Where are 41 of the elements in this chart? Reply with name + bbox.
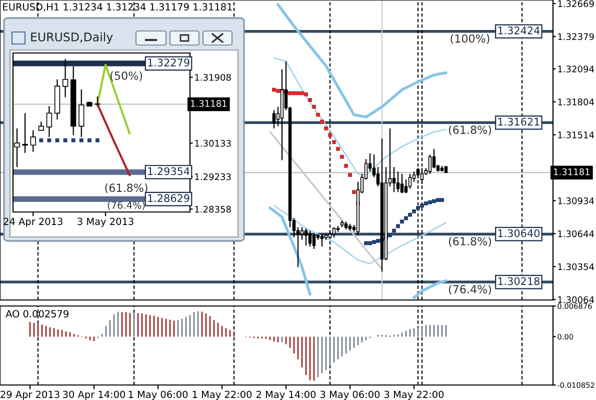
annotation: (76.4%) (108, 201, 145, 210)
y-tick-label: 1.30644 (558, 230, 594, 238)
y-tick-label: 1.30064 (558, 296, 594, 304)
annotation: (50%) (110, 71, 142, 82)
y-tick-label: 1.30133 (195, 140, 231, 147)
y-tick-label: 1.31804 (558, 98, 594, 106)
x-tick-label: 29 Apr 2013 (0, 390, 60, 400)
annotation: (61.8%) (105, 183, 148, 194)
chart-title: EURUSD,H1 1.31234 1.31234 1.31179 1.31181 (3, 3, 232, 12)
ref-line-label: 1.31621 (498, 118, 540, 126)
x-tick-label: 1 May 22:00 (192, 390, 252, 400)
ref-line-label: 1.31181 (554, 168, 590, 176)
ref-line-label: 1.30218 (498, 277, 540, 286)
annotation: (61.8%) (448, 236, 492, 247)
ref-line-label: 1.32279 (148, 58, 190, 66)
y-tick-label: 1.30934 (558, 197, 594, 204)
ref-line-label: 1.32424 (498, 26, 540, 34)
y-tick-label: 1.32094 (558, 66, 594, 72)
y-tick-label: 1.31514 (558, 132, 594, 138)
ref-line-label: 1.29354 (148, 167, 190, 176)
x-tick-label: 3 May 22:00 (384, 390, 444, 400)
ref-line-label: 1.28629 (148, 194, 190, 202)
annotation: (61.8%) (448, 125, 492, 136)
annotation: (100%) (450, 34, 490, 44)
y-tick-label: 1.32379 (558, 33, 594, 40)
x-tick-label: 2 May 14:00 (256, 390, 316, 400)
y-tick-label: 1.29233 (195, 173, 231, 180)
x-tick-label: 24 Apr 2013 (4, 218, 62, 227)
y-tick-label: 1.28358 (195, 206, 231, 213)
chart-title: AO 0.002579 (6, 310, 68, 318)
ref-line-label: 1.31181 (190, 100, 226, 107)
x-tick-label: 3 May 06:00 (320, 390, 380, 400)
y-tick-label: 1.31908 (195, 74, 231, 81)
x-tick-label: 1 May 06:00 (128, 390, 188, 400)
x-tick-label: 30 Apr 14:00 (63, 390, 126, 400)
chart-title: EURUSD,Daily (31, 32, 113, 44)
y-tick-label: 1.32669 (558, 0, 594, 8)
ref-line-label: 1.30640 (498, 229, 540, 238)
annotation: (76.4%) (448, 284, 492, 295)
y-tick-label: 1.30354 (558, 263, 594, 270)
x-tick-label: 3 May 2013 (78, 218, 134, 227)
